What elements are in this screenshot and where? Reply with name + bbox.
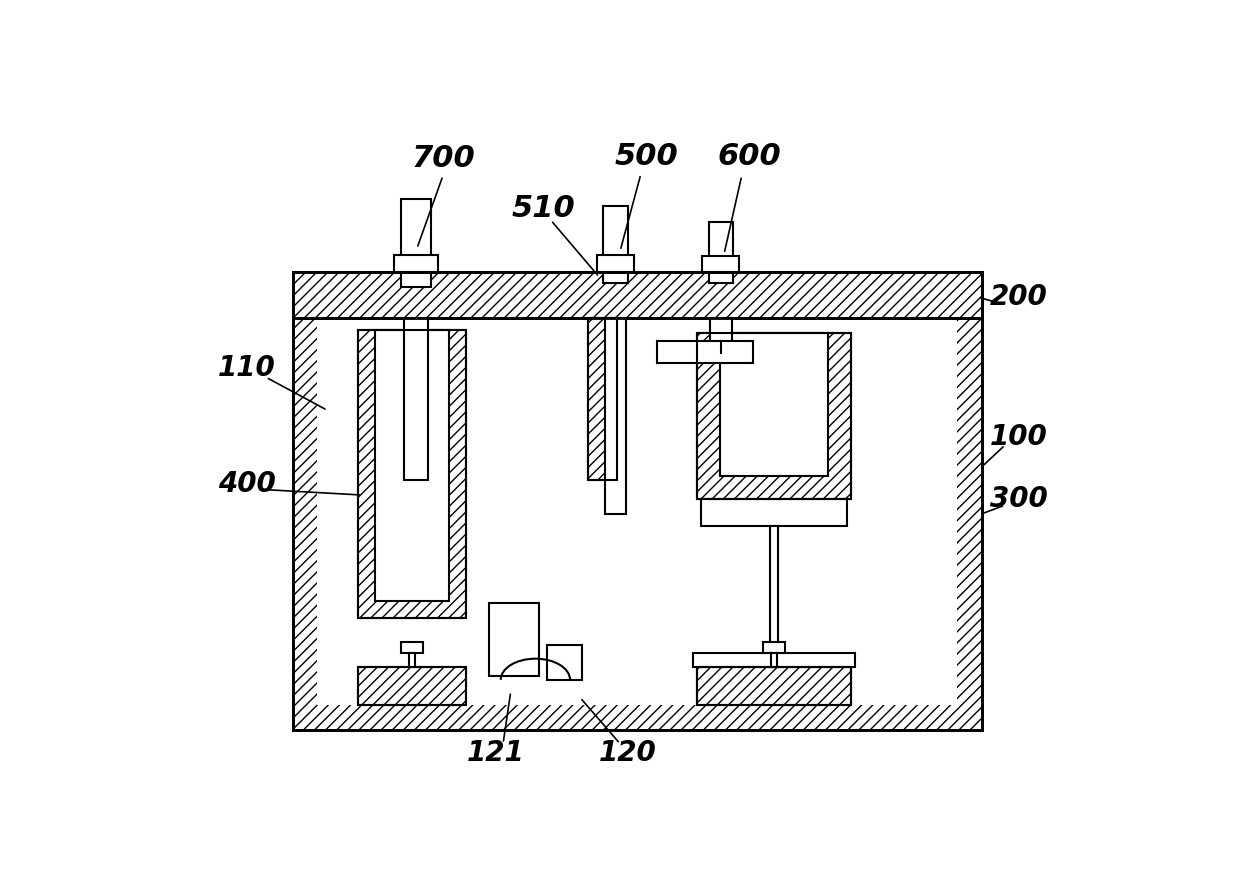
- Bar: [711, 318, 732, 352]
- Bar: [358, 666, 466, 705]
- Bar: [596, 255, 634, 272]
- Bar: [376, 329, 449, 601]
- Bar: [770, 526, 777, 666]
- Bar: [697, 334, 851, 499]
- Text: 400: 400: [218, 470, 275, 497]
- Bar: [358, 329, 466, 619]
- Bar: [401, 198, 432, 287]
- Bar: [490, 603, 539, 676]
- Bar: [603, 206, 627, 283]
- Text: 510: 510: [511, 194, 575, 223]
- Bar: [708, 222, 733, 283]
- Text: 200: 200: [990, 283, 1048, 312]
- Text: 500: 500: [614, 142, 678, 171]
- Bar: [293, 272, 982, 318]
- Bar: [293, 272, 982, 318]
- Bar: [771, 653, 777, 666]
- Bar: [697, 666, 851, 705]
- Bar: [693, 653, 854, 666]
- Bar: [358, 329, 466, 619]
- Text: 110: 110: [218, 354, 275, 382]
- Bar: [317, 296, 957, 705]
- Text: 121: 121: [466, 739, 525, 767]
- Text: 300: 300: [990, 485, 1048, 513]
- Bar: [605, 318, 626, 514]
- Bar: [657, 341, 754, 363]
- Text: 100: 100: [990, 423, 1048, 451]
- Bar: [358, 666, 466, 705]
- Bar: [293, 272, 982, 730]
- Bar: [547, 645, 582, 680]
- Text: 120: 120: [599, 739, 657, 767]
- Text: 600: 600: [718, 142, 781, 171]
- Bar: [409, 653, 415, 666]
- Bar: [404, 318, 428, 480]
- Bar: [764, 643, 785, 653]
- Text: 700: 700: [412, 144, 475, 173]
- Bar: [697, 334, 851, 499]
- Bar: [703, 257, 739, 272]
- Bar: [588, 318, 618, 480]
- Bar: [720, 334, 828, 476]
- Bar: [588, 318, 618, 480]
- Bar: [293, 272, 982, 730]
- Bar: [394, 255, 438, 272]
- Bar: [701, 499, 847, 526]
- Bar: [697, 666, 851, 705]
- Bar: [402, 643, 423, 653]
